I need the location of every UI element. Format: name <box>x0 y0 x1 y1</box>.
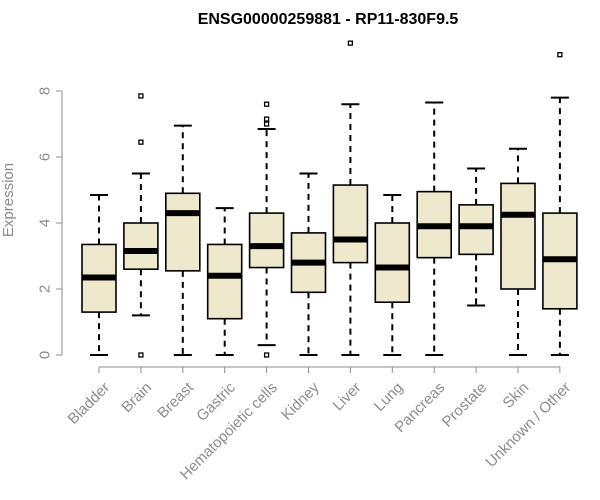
outlier-point <box>138 352 144 358</box>
box-group <box>290 172 327 356</box>
box-group <box>248 101 285 358</box>
iqr-box <box>206 243 243 320</box>
outlier-point <box>557 52 563 58</box>
chart-title: ENSG00000259881 - RP11-830F9.5 <box>198 11 459 28</box>
y-tick-label: 0 <box>37 351 54 359</box>
x-tick-label: Lung <box>371 379 407 415</box>
outlier-point <box>263 352 270 358</box>
x-tick-label: Breast <box>154 379 197 422</box>
box-group <box>332 40 369 356</box>
y-axis: 0 2 4 6 8 <box>37 87 63 359</box>
x-tick-label: Prostate <box>439 379 491 431</box>
box-group <box>500 147 536 356</box>
x-tick-label: Kidney <box>278 379 323 424</box>
y-tick-label: 6 <box>37 153 54 161</box>
y-tick-label: 4 <box>37 219 54 227</box>
box-group <box>165 124 201 356</box>
box-group <box>458 167 494 307</box>
iqr-box <box>374 222 411 303</box>
iqr-box <box>458 204 494 256</box>
boxes-layer <box>81 40 578 358</box>
box-group <box>81 193 117 356</box>
y-tick-label: 2 <box>37 285 54 293</box>
outlier-point <box>347 40 354 46</box>
iqr-box <box>500 182 536 290</box>
outlier-point <box>138 93 144 99</box>
box-group <box>206 207 243 356</box>
box-group <box>123 93 159 358</box>
iqr-box <box>248 212 285 269</box>
x-tick-label: Bladder <box>65 379 114 428</box>
outlier-point <box>263 121 270 127</box>
x-tick-label: Skin <box>500 379 533 412</box>
iqr-box <box>332 184 369 264</box>
box-group <box>416 101 453 356</box>
y-axis-label: Expression <box>0 163 17 237</box>
iqr-box <box>123 222 159 271</box>
outlier-point <box>138 139 144 145</box>
y-tick-label: 8 <box>37 87 54 95</box>
outlier-point <box>263 101 270 107</box>
box-group <box>374 193 411 356</box>
x-tick-label: Liver <box>330 379 365 414</box>
x-tick-label: Brain <box>118 379 155 416</box>
outlier-point <box>263 116 270 122</box>
iqr-box <box>165 192 201 272</box>
box-group <box>542 52 578 356</box>
